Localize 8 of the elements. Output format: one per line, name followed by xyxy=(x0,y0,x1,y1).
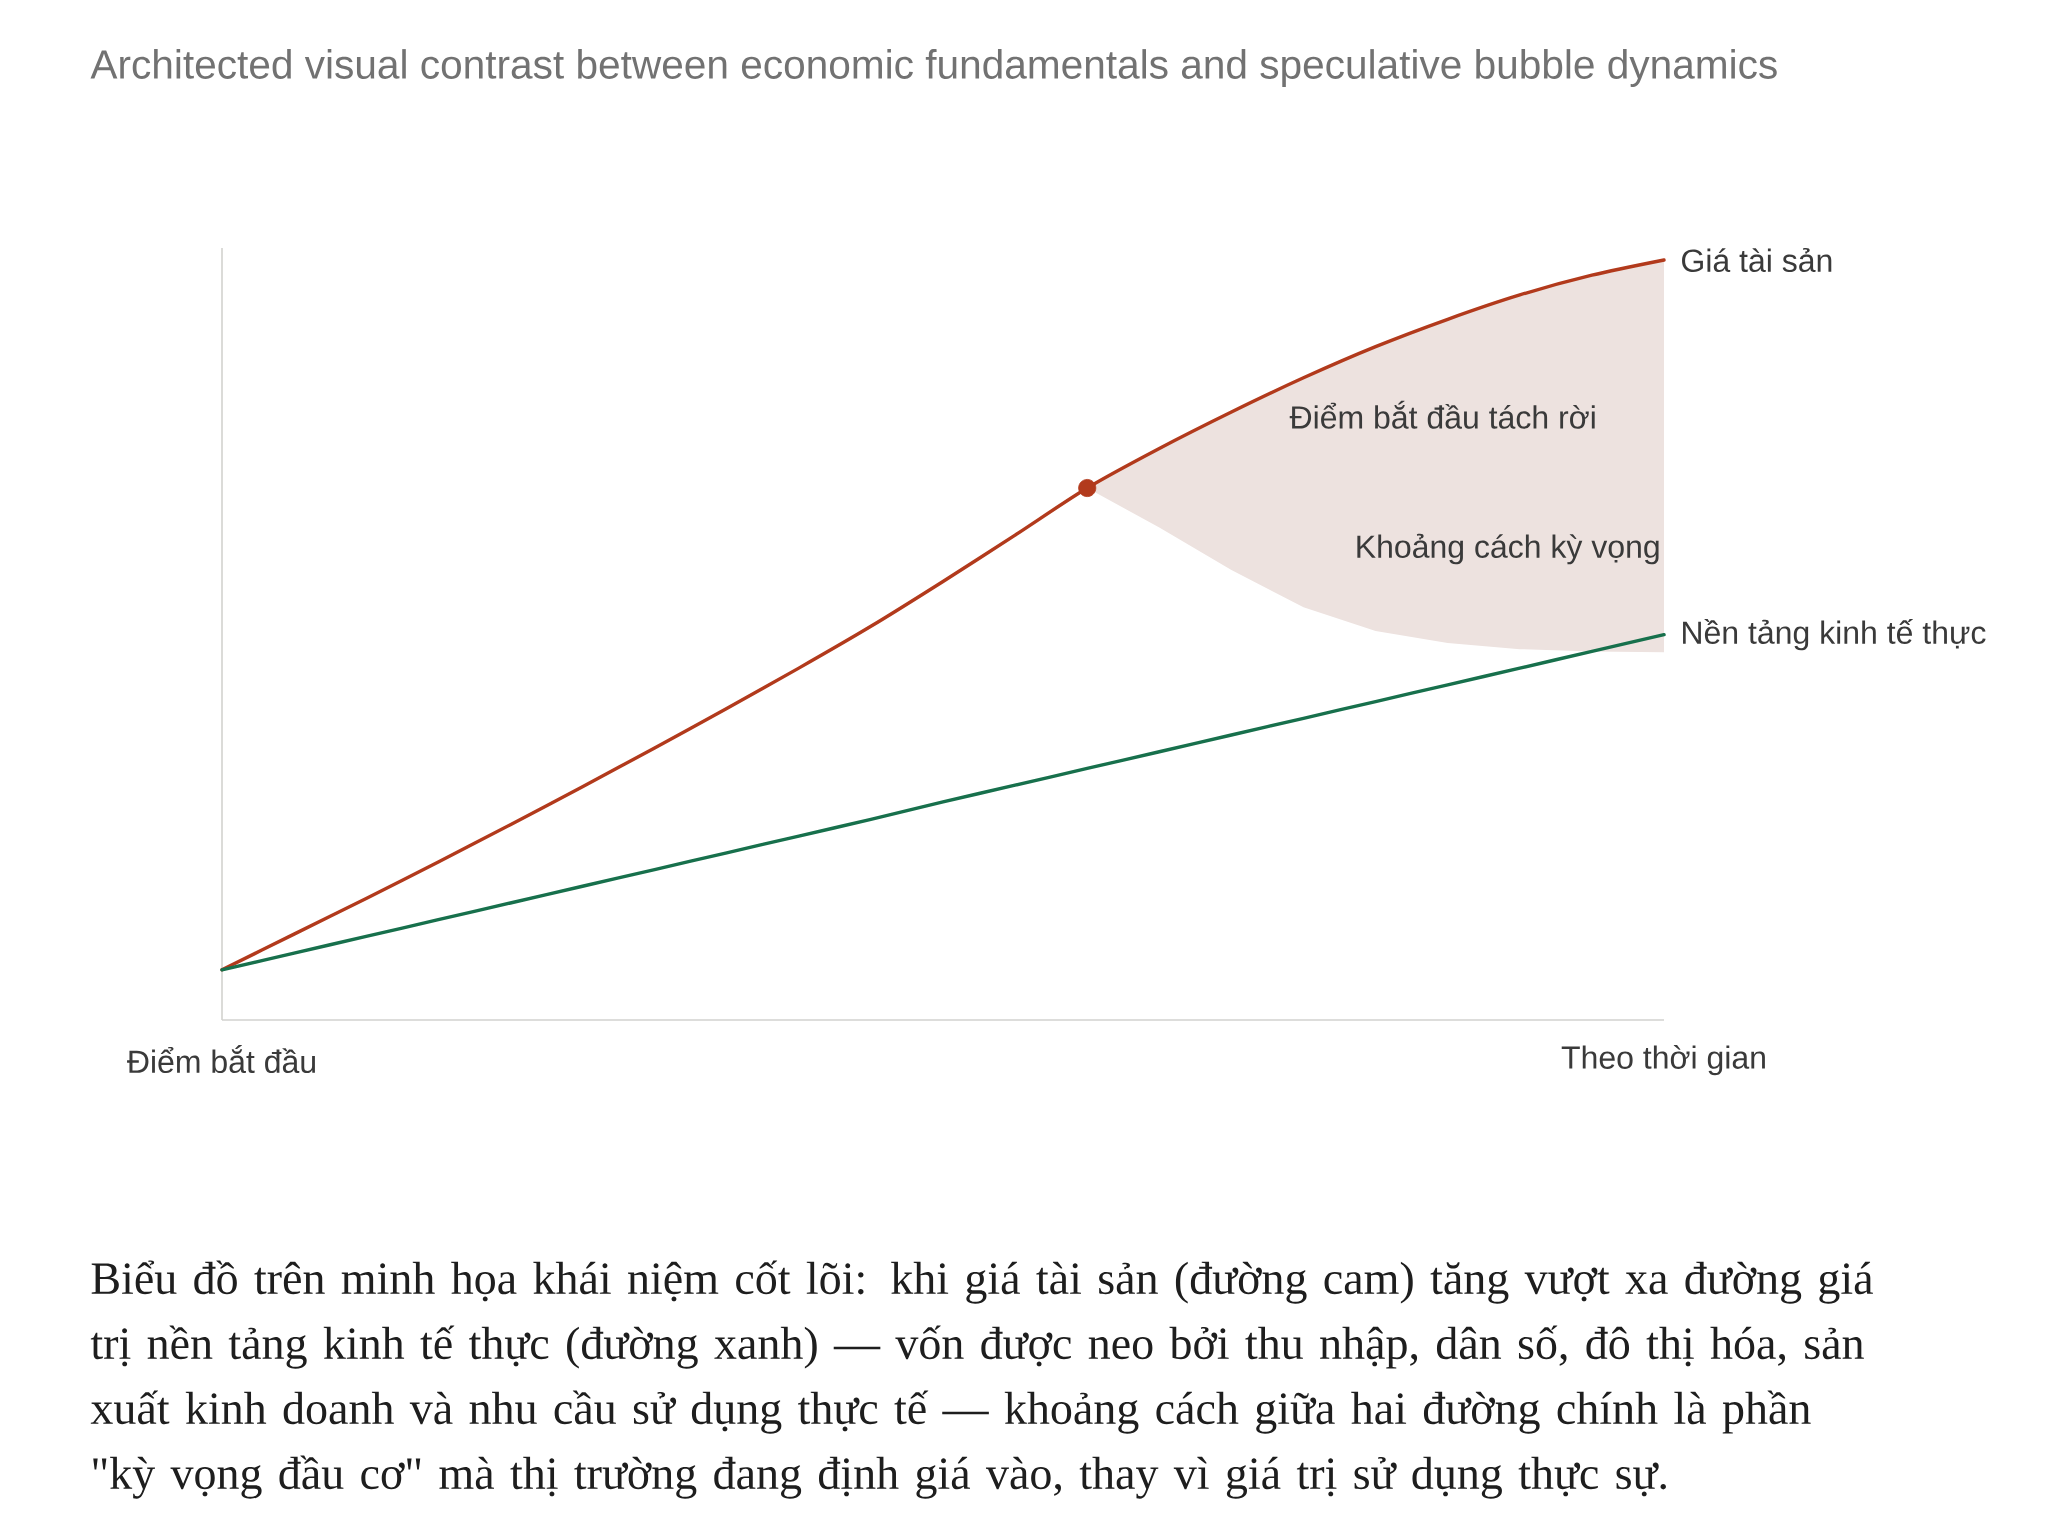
annotation: Điểm bắt đầu tách rời xyxy=(1289,400,1595,429)
series-label: Giá tài sản xyxy=(1682,247,1832,273)
text: Biểu đồ trên minh họa khái niệm cốt lõi: khi giá tài sản (đường cam) tăng vượt xa đường giá trị nền tảng kinh tế thực (đường xanh) — vốn được neo bởi thu nhập, dân số, đô thị hóa, sản xuất kinh doanh và nhu cầu sử dụng thực tế — khoảng cách giữa hai đường chính là phần "kỳ vọng đầu cơ" mà thị trường đang định giá vào, thay vì giá trị sử dụng thực sự. xyxy=(90,1260,1873,1499)
x-tick-label: Điểm bắt đầu xyxy=(127,1045,315,1074)
chart-title: Architected visual contrast between economic fundamentals and speculative bubble dynamics xyxy=(90,49,1777,87)
annotation: Khoảng cách kỳ vọng xyxy=(1357,533,1659,565)
series-label: Nền tảng kinh tế thực xyxy=(1683,619,1986,651)
x-tick-label: Theo thời gian xyxy=(1561,1045,1765,1076)
